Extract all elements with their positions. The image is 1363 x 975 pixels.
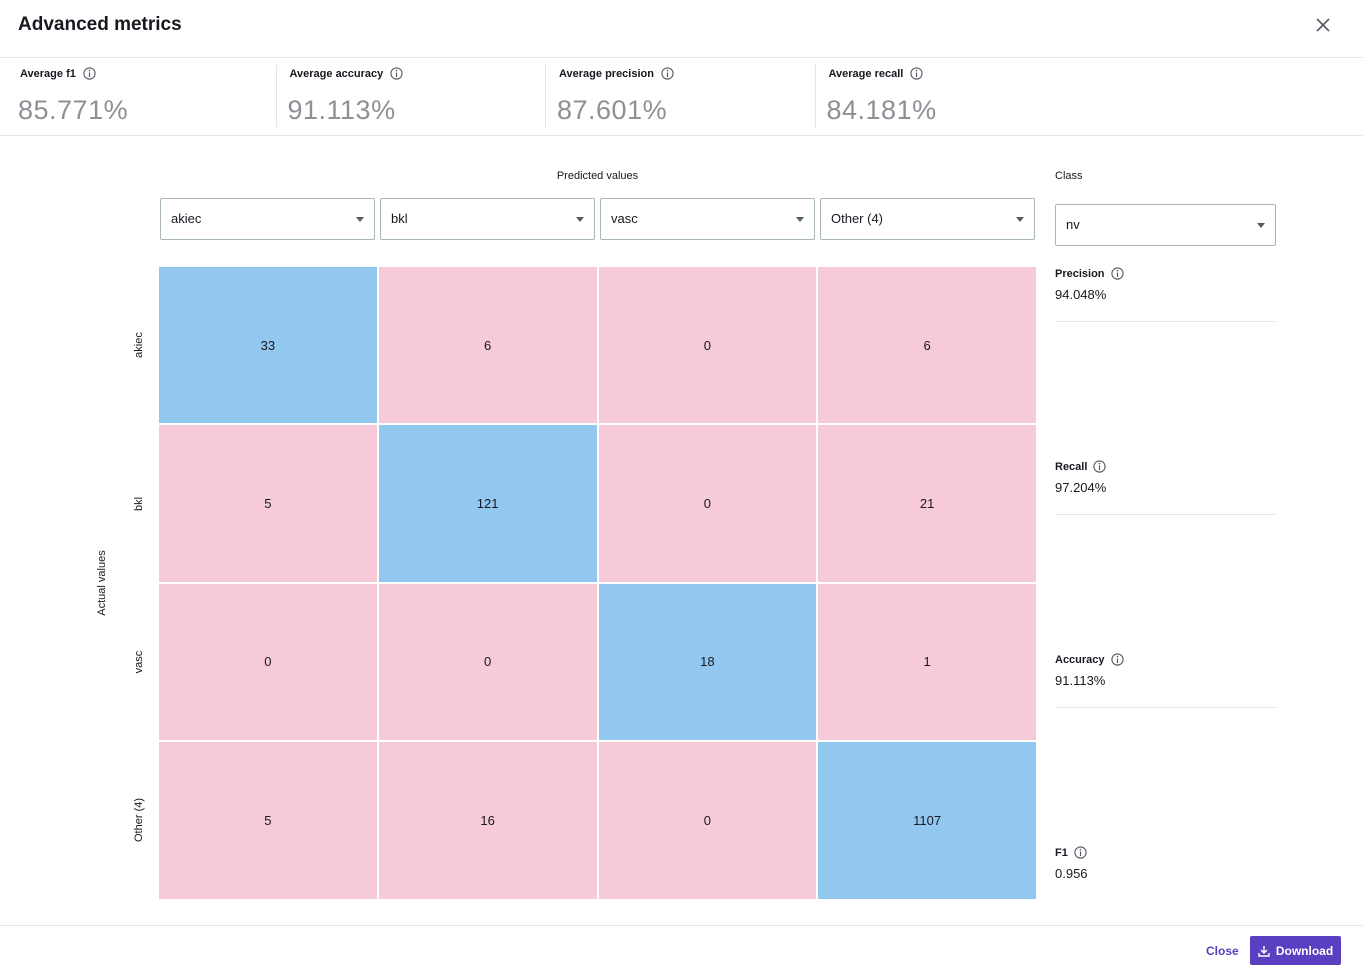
metric-label: Average f1 <box>20 68 76 80</box>
matrix-cell: 121 <box>377 424 598 583</box>
matrix-cell: 0 <box>597 424 818 583</box>
class-metric-value: 97.204% <box>1055 480 1107 495</box>
class-metric-label: Accuracy <box>1055 654 1105 666</box>
metric-value: 87.601% <box>557 95 668 125</box>
row-label: Other (4) <box>133 798 145 843</box>
class-metric-value: 94.048% <box>1055 287 1107 302</box>
class-metric-value: 0.956 <box>1055 866 1088 881</box>
metric-label: Average recall <box>828 68 904 80</box>
row-label: vasc <box>133 650 145 674</box>
dialog-title: Advanced metrics <box>18 14 182 35</box>
metric-value: 84.181% <box>826 95 937 125</box>
metric-value: 85.771% <box>18 95 129 125</box>
matrix-cell: 16 <box>377 741 598 900</box>
row-label: bkl <box>133 496 145 511</box>
matrix-cell: 21 <box>817 424 1037 583</box>
matrix-cell: 0 <box>597 741 818 900</box>
axis-title: Predicted values <box>556 170 639 182</box>
panel-label: Class <box>1055 170 1083 182</box>
close-button[interactable]: Close <box>1206 944 1239 958</box>
matrix-cell: 0 <box>597 266 818 425</box>
divider <box>1055 707 1276 708</box>
divider <box>0 135 1363 136</box>
info-icon[interactable] <box>1110 653 1124 666</box>
class-metric-label: Recall <box>1055 461 1088 473</box>
info-icon[interactable] <box>1110 267 1124 280</box>
class-metric-label: Precision <box>1055 268 1105 280</box>
divider <box>814 65 816 127</box>
info-icon[interactable] <box>390 67 403 80</box>
metric-value: 91.113% <box>287 95 396 125</box>
info-icon[interactable] <box>910 67 923 80</box>
column-select[interactable]: bkl <box>380 198 595 240</box>
divider <box>1055 321 1276 322</box>
class-metric-label: F1 <box>1055 847 1068 859</box>
matrix-cell: 0 <box>377 582 598 742</box>
matrix-cell: 6 <box>817 266 1037 425</box>
close-icon[interactable] <box>1316 18 1330 32</box>
matrix-cell: 5 <box>158 741 378 900</box>
axis-title: Actual values <box>96 550 108 616</box>
divider <box>275 65 277 127</box>
info-icon[interactable] <box>83 67 96 80</box>
download-button[interactable]: Download <box>1250 936 1341 965</box>
matrix-cell: 5 <box>158 424 378 583</box>
divider <box>0 57 1363 58</box>
class-metric-value: 91.113% <box>1055 673 1106 688</box>
column-select[interactable]: Other (4) <box>820 198 1035 240</box>
class-select[interactable]: nv <box>1055 204 1276 246</box>
matrix-cell: 6 <box>377 266 598 425</box>
matrix-cell: 0 <box>158 582 378 742</box>
metric-label: Average accuracy <box>289 68 384 80</box>
info-icon[interactable] <box>1074 846 1087 859</box>
download-label: Download <box>1275 943 1334 958</box>
column-select[interactable]: akiec <box>160 198 375 240</box>
column-select[interactable]: vasc <box>600 198 815 240</box>
divider <box>1055 514 1276 515</box>
info-icon[interactable] <box>1093 460 1107 473</box>
matrix-cell: 1 <box>817 582 1037 742</box>
metric-label: Average precision <box>559 68 654 80</box>
matrix-cell: 1107 <box>817 741 1037 900</box>
matrix-cell: 33 <box>158 266 378 425</box>
info-icon[interactable] <box>661 67 674 80</box>
row-label: akiec <box>133 332 145 359</box>
divider <box>0 925 1363 926</box>
divider <box>545 65 546 127</box>
download-icon <box>1258 945 1270 957</box>
matrix-cell: 18 <box>597 582 818 742</box>
